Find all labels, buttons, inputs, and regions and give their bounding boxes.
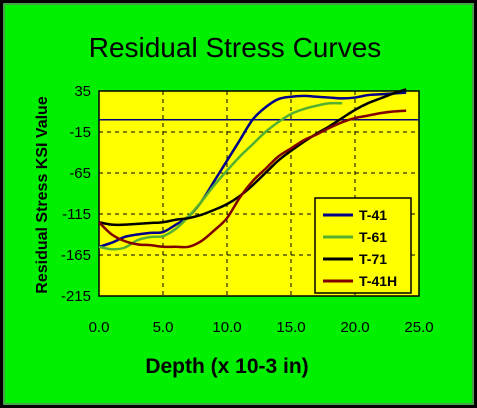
series-line-t-41 xyxy=(98,91,407,248)
series-line-t-41h xyxy=(98,109,407,249)
x-tick-label: 25.0 xyxy=(404,319,433,336)
legend: T-41 T-61 T-71 T-41H xyxy=(314,197,412,294)
y-axis-label: Residual Stress KSI Value xyxy=(34,96,51,294)
series-line-t-61 xyxy=(98,101,343,251)
x-tick-label: 15.0 xyxy=(276,319,305,336)
y-tick-labels: 35 -15 -65 -115 -165 -215 xyxy=(61,83,91,305)
x-tick-labels: 0.0 5.0 10.0 15.0 20.0 25.0 xyxy=(89,319,434,336)
legend-label: T-41H xyxy=(359,273,397,289)
y-tick-label: 35 xyxy=(74,83,91,100)
x-axis-label: Depth (x 10-3 in) xyxy=(145,355,308,378)
x-tick-label: 0.0 xyxy=(89,319,110,336)
x-tick-label: 5.0 xyxy=(153,319,174,336)
x-tick-label: 20.0 xyxy=(340,319,369,336)
legend-label: T-41 xyxy=(359,207,387,223)
legend-label: T-61 xyxy=(359,229,387,245)
y-tick-label: -115 xyxy=(62,206,91,223)
chart-title: Residual Stress Curves xyxy=(89,32,382,63)
legend-label: T-71 xyxy=(359,251,387,267)
y-tick-label: -65 xyxy=(69,165,91,182)
series-lines xyxy=(98,88,407,251)
series-line-t-71 xyxy=(98,88,407,227)
x-tick-label: 10.0 xyxy=(212,319,241,336)
y-tick-label: -15 xyxy=(69,124,91,141)
residual-stress-chart: Residual Stress Curves 0.0 5.0 10.0 15.0 20.… xyxy=(34,32,434,378)
y-tick-label: -215 xyxy=(61,288,91,305)
chart-area: Residual Stress Curves 0.0 5.0 10.0 15.0 20.… xyxy=(3,3,474,405)
y-tick-label: -165 xyxy=(61,247,91,264)
